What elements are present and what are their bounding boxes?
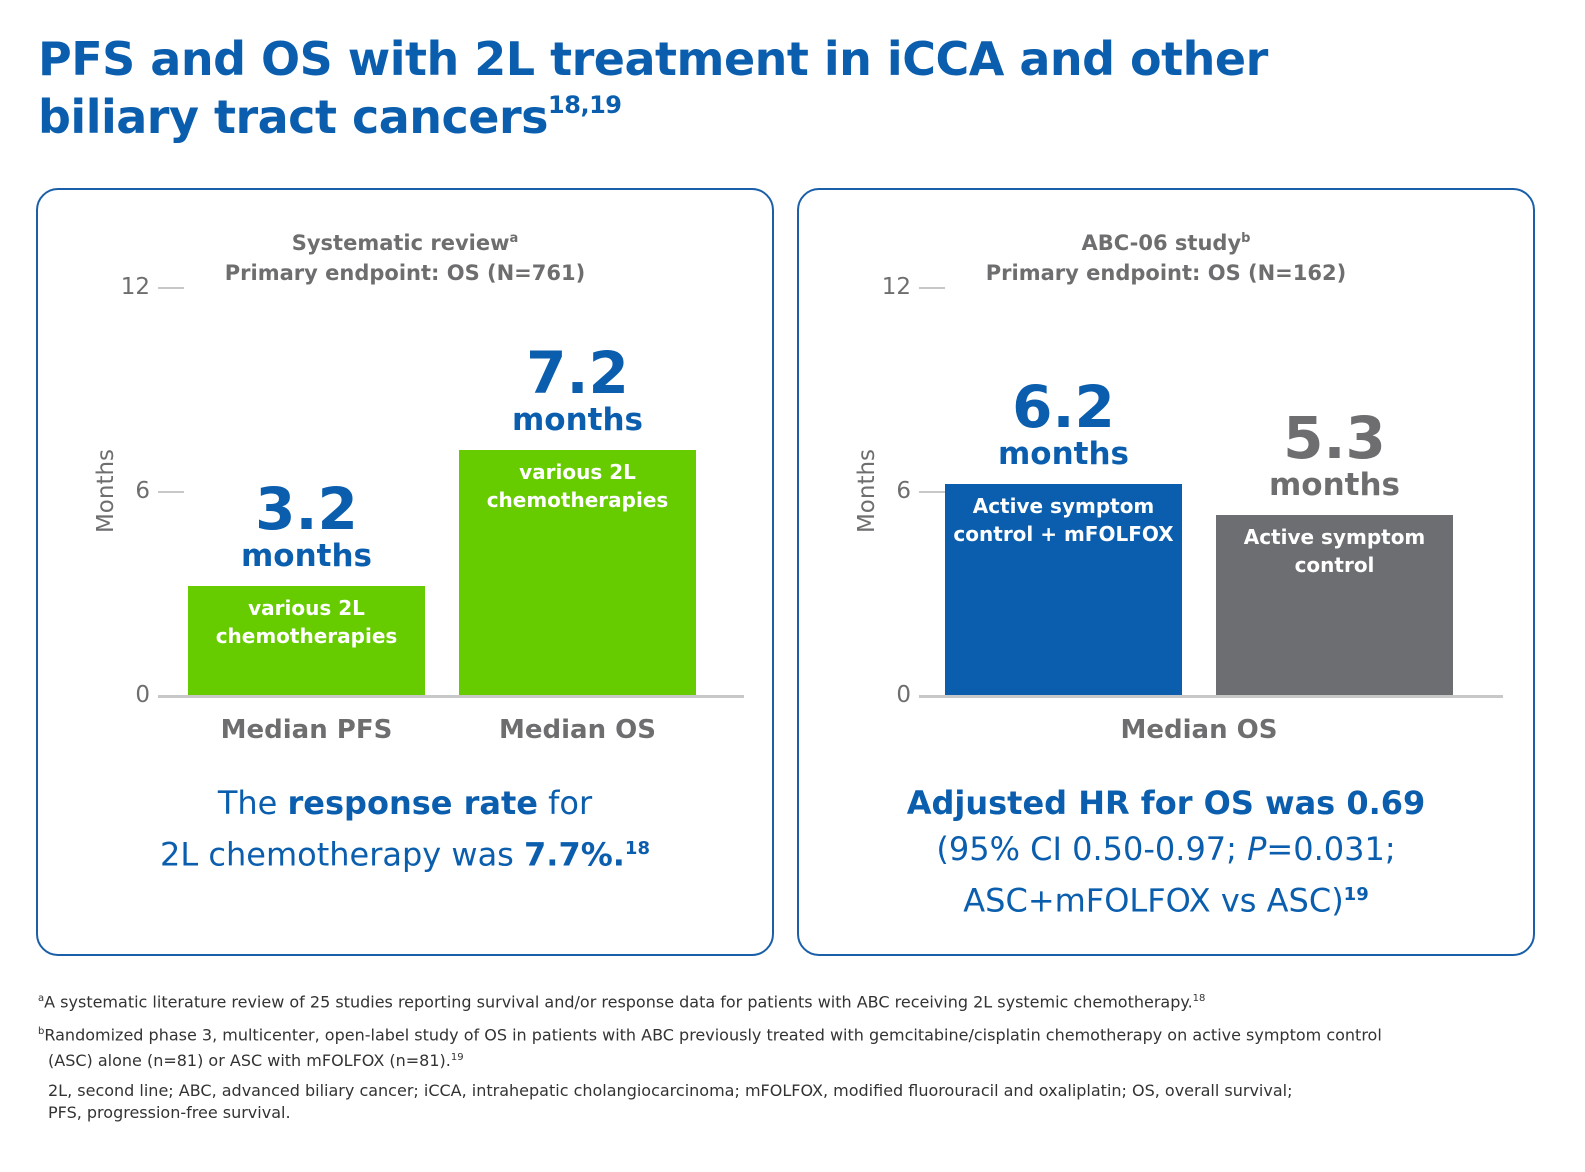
footnote-b: bRandomized phase 3, multicenter, open-l… — [38, 1021, 1518, 1072]
note-ref: 19 — [1343, 884, 1369, 905]
note-italic: P — [1247, 830, 1267, 868]
note-text: =0.031; — [1266, 830, 1396, 868]
y-tick-label: 0 — [135, 682, 150, 708]
chart-bar: various 2L chemotherapies — [459, 450, 696, 695]
bar-label-line: various 2L — [248, 596, 365, 621]
y-tick-label: 12 — [881, 274, 911, 300]
bar-label-line: control — [1294, 552, 1375, 577]
footnote-text: (ASC) alone (n=81) or ASC with mFOLFOX (… — [48, 1050, 451, 1070]
footnote-marker: a — [509, 231, 519, 246]
panel-heading: ABC-06 studyb Primary endpoint: OS (N=16… — [799, 224, 1533, 288]
chart-bar: various 2L chemotherapies — [188, 586, 425, 695]
panel-heading-title: Systematic review — [291, 231, 510, 255]
x-category-label: Median OS — [499, 715, 656, 745]
data-label: 6.2 months — [945, 378, 1182, 472]
panel-heading-endpoint: Primary endpoint: OS (N=761) — [224, 261, 586, 285]
footnote-ref: 19 — [450, 1051, 464, 1063]
bar-label: various 2L chemotherapies — [188, 594, 425, 650]
bar-label-line: various 2L — [519, 460, 636, 485]
panel-heading-title: ABC-06 study — [1081, 231, 1242, 255]
footnotes: aA systematic literature review of 25 st… — [38, 988, 1518, 1132]
bar-label-line: Active symptom — [972, 494, 1155, 519]
y-tick-mark — [158, 287, 184, 289]
page-title: PFS and OS with 2L treatment in iCCA and… — [38, 30, 1268, 154]
data-label: 5.3 months — [1216, 409, 1453, 503]
bar-label: Active symptom control + mFOLFOX — [945, 492, 1182, 548]
note-emphasis: response rate — [287, 784, 538, 822]
panel-heading-endpoint: Primary endpoint: OS (N=162) — [985, 261, 1347, 285]
y-tick-label: 0 — [896, 682, 911, 708]
bar-label-line: chemotherapies — [486, 488, 669, 513]
data-label-unit: months — [997, 436, 1129, 473]
systematic-review-panel: Systematic reviewa Primary endpoint: OS … — [36, 188, 774, 956]
bar-label: various 2L chemotherapies — [459, 458, 696, 514]
chart-bar: Active symptom control — [1216, 514, 1453, 695]
data-label-unit: months — [1268, 466, 1400, 503]
note-text: ASC+mFOLFOX vs ASC) — [963, 881, 1344, 920]
response-rate-note: The response rate for 2L chemotherapy wa… — [38, 780, 772, 878]
title-refs: 18,19 — [548, 91, 622, 119]
title-line-2: biliary tract cancers — [38, 90, 549, 144]
footnote-text: A systematic literature review of 25 stu… — [44, 992, 1193, 1012]
y-tick-mark — [158, 491, 184, 493]
y-tick-label: 6 — [896, 478, 911, 504]
note-emphasis: 7.7%. — [524, 835, 625, 874]
note-text: (95% CI 0.50-0.97; — [936, 830, 1248, 868]
data-label-value: 3.2 — [255, 475, 358, 544]
note-text: 2L chemotherapy was — [160, 835, 525, 874]
note-text: The — [217, 784, 288, 822]
abbreviations-text: 2L, second line; ABC, advanced biliary c… — [48, 1080, 1293, 1100]
footnote-text: Randomized phase 3, multicenter, open-la… — [44, 1025, 1382, 1045]
abbreviations-text: PFS, progression-free survival. — [48, 1102, 291, 1122]
data-label: 3.2 months — [188, 480, 425, 574]
chart-bar: Active symptom control + mFOLFOX — [945, 484, 1182, 695]
title-line-1: PFS and OS with 2L treatment in iCCA and… — [38, 32, 1268, 86]
y-tick-mark — [919, 287, 945, 289]
abc06-study-panel: ABC-06 studyb Primary endpoint: OS (N=16… — [797, 188, 1535, 956]
footnote-a: aA systematic literature review of 25 st… — [38, 988, 1518, 1013]
data-label-value: 6.2 — [1012, 373, 1115, 442]
hazard-ratio-note: Adjusted HR for OS was 0.69 (95% CI 0.50… — [799, 780, 1533, 924]
x-axis-baseline — [919, 695, 1503, 698]
panel-heading: Systematic reviewa Primary endpoint: OS … — [38, 224, 772, 288]
x-axis-baseline — [158, 695, 744, 698]
data-label-value: 7.2 — [526, 339, 629, 408]
footnote-marker: a — [38, 993, 45, 1004]
footnote-marker: b — [38, 1026, 45, 1038]
x-category-label: Median PFS — [220, 715, 393, 745]
y-tick-label: 12 — [120, 274, 150, 300]
data-label-value: 5.3 — [1283, 403, 1386, 472]
data-label: 7.2 months — [459, 344, 696, 438]
note-text: for — [537, 784, 593, 822]
note-emphasis: Adjusted HR for OS was 0.69 — [906, 784, 1426, 822]
note-ref: 18 — [624, 838, 650, 859]
data-label-unit: months — [511, 402, 643, 439]
footnote-ref: 18 — [1192, 993, 1206, 1004]
bar-label-line: chemotherapies — [215, 624, 398, 649]
x-category-label: Median OS — [1120, 715, 1278, 745]
y-tick-mark — [919, 491, 945, 493]
footnote-marker: b — [1241, 231, 1251, 246]
data-label-unit: months — [240, 538, 372, 575]
bar-label: Active symptom control — [1216, 523, 1453, 579]
bar-label-line: control + mFOLFOX — [953, 522, 1174, 547]
y-tick-label: 6 — [135, 478, 150, 504]
bar-label-line: Active symptom — [1243, 524, 1426, 549]
abbreviations: 2L, second line; ABC, advanced biliary c… — [38, 1080, 1518, 1124]
